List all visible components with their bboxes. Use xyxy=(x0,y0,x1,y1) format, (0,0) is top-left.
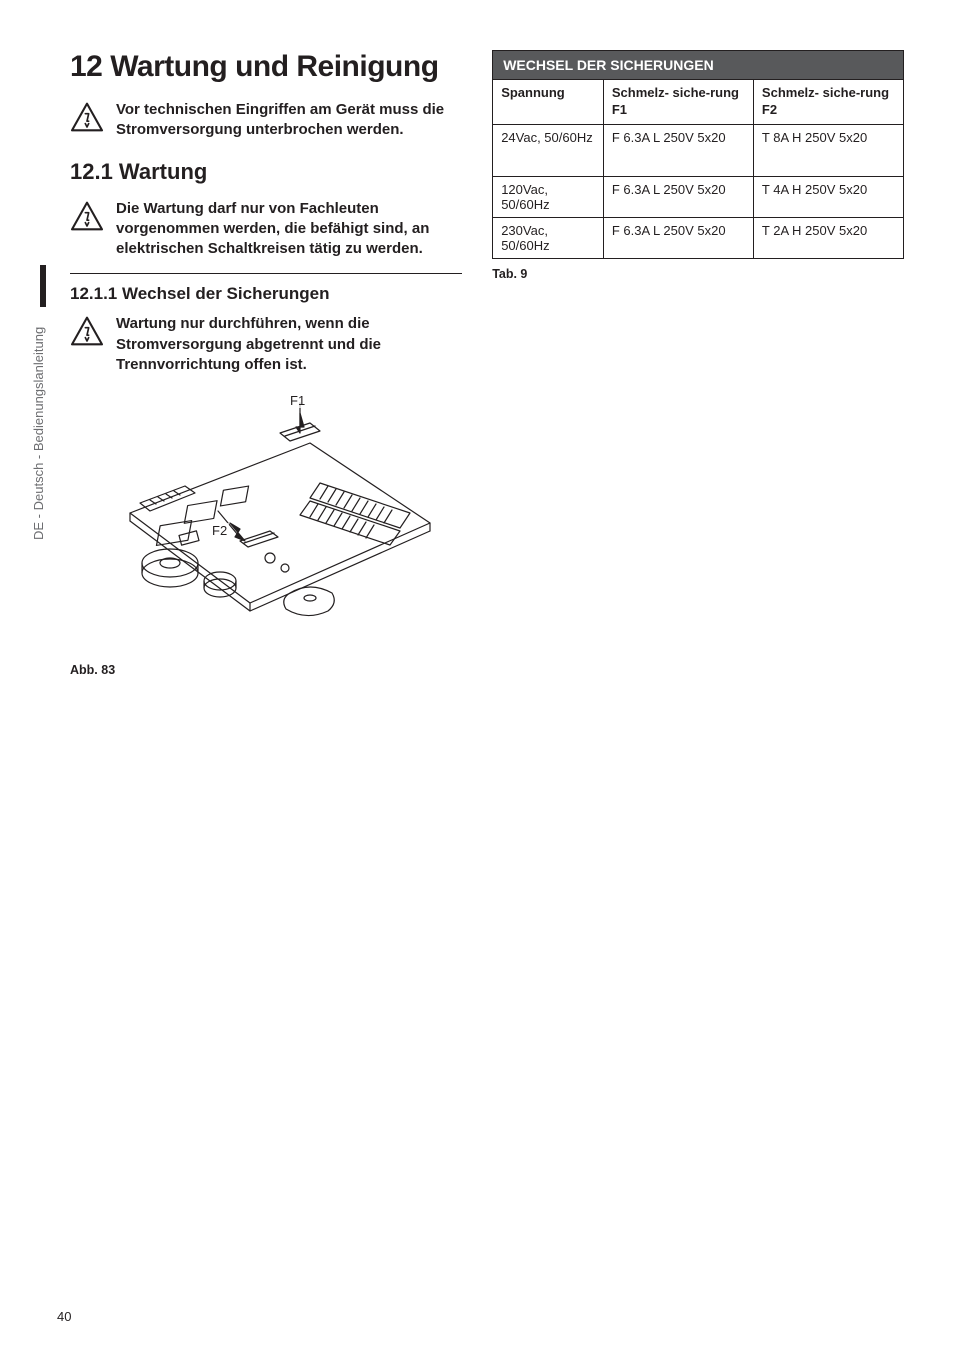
figure-circuit-board: F1 F2 xyxy=(110,393,440,653)
table-cell: T 8A H 250V 5x20 xyxy=(753,124,903,176)
heading-12-1: 12.1 Wartung xyxy=(70,159,462,185)
table-cell: T 2A H 250V 5x20 xyxy=(753,217,903,258)
table-cell: F 6.3A L 250V 5x20 xyxy=(603,124,753,176)
table-col-0: Spannung xyxy=(493,80,604,125)
table-col-2: Schmelz- siche-rung F2 xyxy=(753,80,903,125)
table-row: 24Vac, 50/60Hz F 6.3A L 250V 5x20 T 8A H… xyxy=(493,124,904,176)
table-row: 120Vac, 50/60Hz F 6.3A L 250V 5x20 T 4A … xyxy=(493,176,904,217)
table-caption: Tab. 9 xyxy=(492,267,904,281)
warning-block-main: Vor technischen Eingriffen am Gerät muss… xyxy=(70,100,462,141)
table-col-1: Schmelz- siche-rung F1 xyxy=(603,80,753,125)
table-cell: 230Vac, 50/60Hz xyxy=(493,217,604,258)
page-section-marker xyxy=(40,265,46,307)
table-row: 230Vac, 50/60Hz F 6.3A L 250V 5x20 T 2A … xyxy=(493,217,904,258)
page-number: 40 xyxy=(57,1309,71,1324)
side-language-label: DE - Deutsch - Bedienungslanleitung xyxy=(31,327,46,540)
heading-12-1-1: 12.1.1 Wechsel der Sicherungen xyxy=(70,284,462,304)
heading-chapter: 12 Wartung und Reinigung xyxy=(70,50,462,84)
table-cell: 24Vac, 50/60Hz xyxy=(493,124,604,176)
warning-block-12-1: Die Wartung darf nur von Fachleuten vorg… xyxy=(70,199,462,260)
warning-block-12-1-1: Wartung nur durchführen, wenn die Stromv… xyxy=(70,314,462,375)
figure-caption: Abb. 83 xyxy=(70,663,462,677)
warning-text-12-1: Die Wartung darf nur von Fachleuten vorg… xyxy=(116,199,462,260)
table-cell: 120Vac, 50/60Hz xyxy=(493,176,604,217)
warning-triangle-icon xyxy=(70,102,104,132)
section-divider xyxy=(70,273,462,274)
table-cell: F 6.3A L 250V 5x20 xyxy=(603,217,753,258)
circuit-board-diagram xyxy=(110,393,440,653)
figure-label-f2: F2 xyxy=(210,523,229,538)
page-content: 12 Wartung und Reinigung Vor technischen… xyxy=(70,50,904,677)
warning-text-12-1-1: Wartung nur durchführen, wenn die Stromv… xyxy=(116,314,462,375)
warning-triangle-icon xyxy=(70,316,104,346)
table-cell: T 4A H 250V 5x20 xyxy=(753,176,903,217)
warning-text-main: Vor technischen Eingriffen am Gerät muss… xyxy=(116,100,462,141)
fuse-table: WECHSEL DER SICHERUNGEN Spannung Schmelz… xyxy=(492,50,904,259)
warning-triangle-icon xyxy=(70,201,104,231)
right-column: WECHSEL DER SICHERUNGEN Spannung Schmelz… xyxy=(492,50,904,677)
table-title: WECHSEL DER SICHERUNGEN xyxy=(493,51,904,80)
left-column: 12 Wartung und Reinigung Vor technischen… xyxy=(70,50,462,677)
table-cell: F 6.3A L 250V 5x20 xyxy=(603,176,753,217)
figure-label-f1: F1 xyxy=(288,393,307,408)
